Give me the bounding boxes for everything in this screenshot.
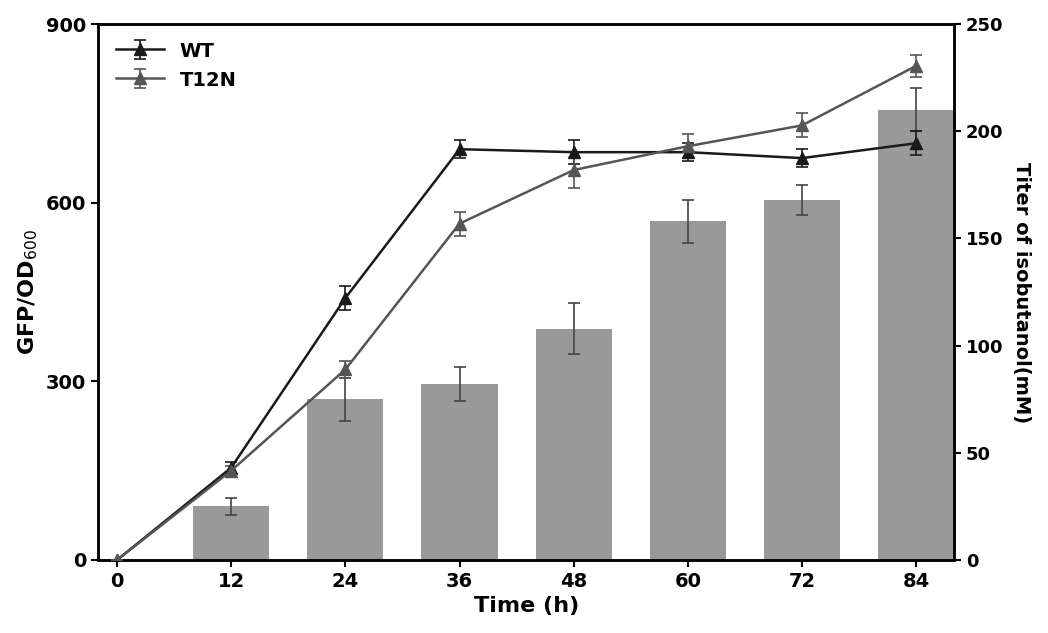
Bar <box>193 506 269 560</box>
Bar <box>650 222 726 560</box>
Bar <box>764 200 840 560</box>
X-axis label: Time (h): Time (h) <box>474 596 578 617</box>
Legend: WT, T12N: WT, T12N <box>108 34 244 98</box>
Bar <box>421 384 498 560</box>
Bar <box>878 110 955 560</box>
Bar <box>536 329 612 560</box>
Y-axis label: GFP/OD$_{600}$: GFP/OD$_{600}$ <box>17 229 40 355</box>
Y-axis label: Titer of isobutanol(mM): Titer of isobutanol(mM) <box>1012 161 1031 423</box>
Bar <box>307 399 384 560</box>
